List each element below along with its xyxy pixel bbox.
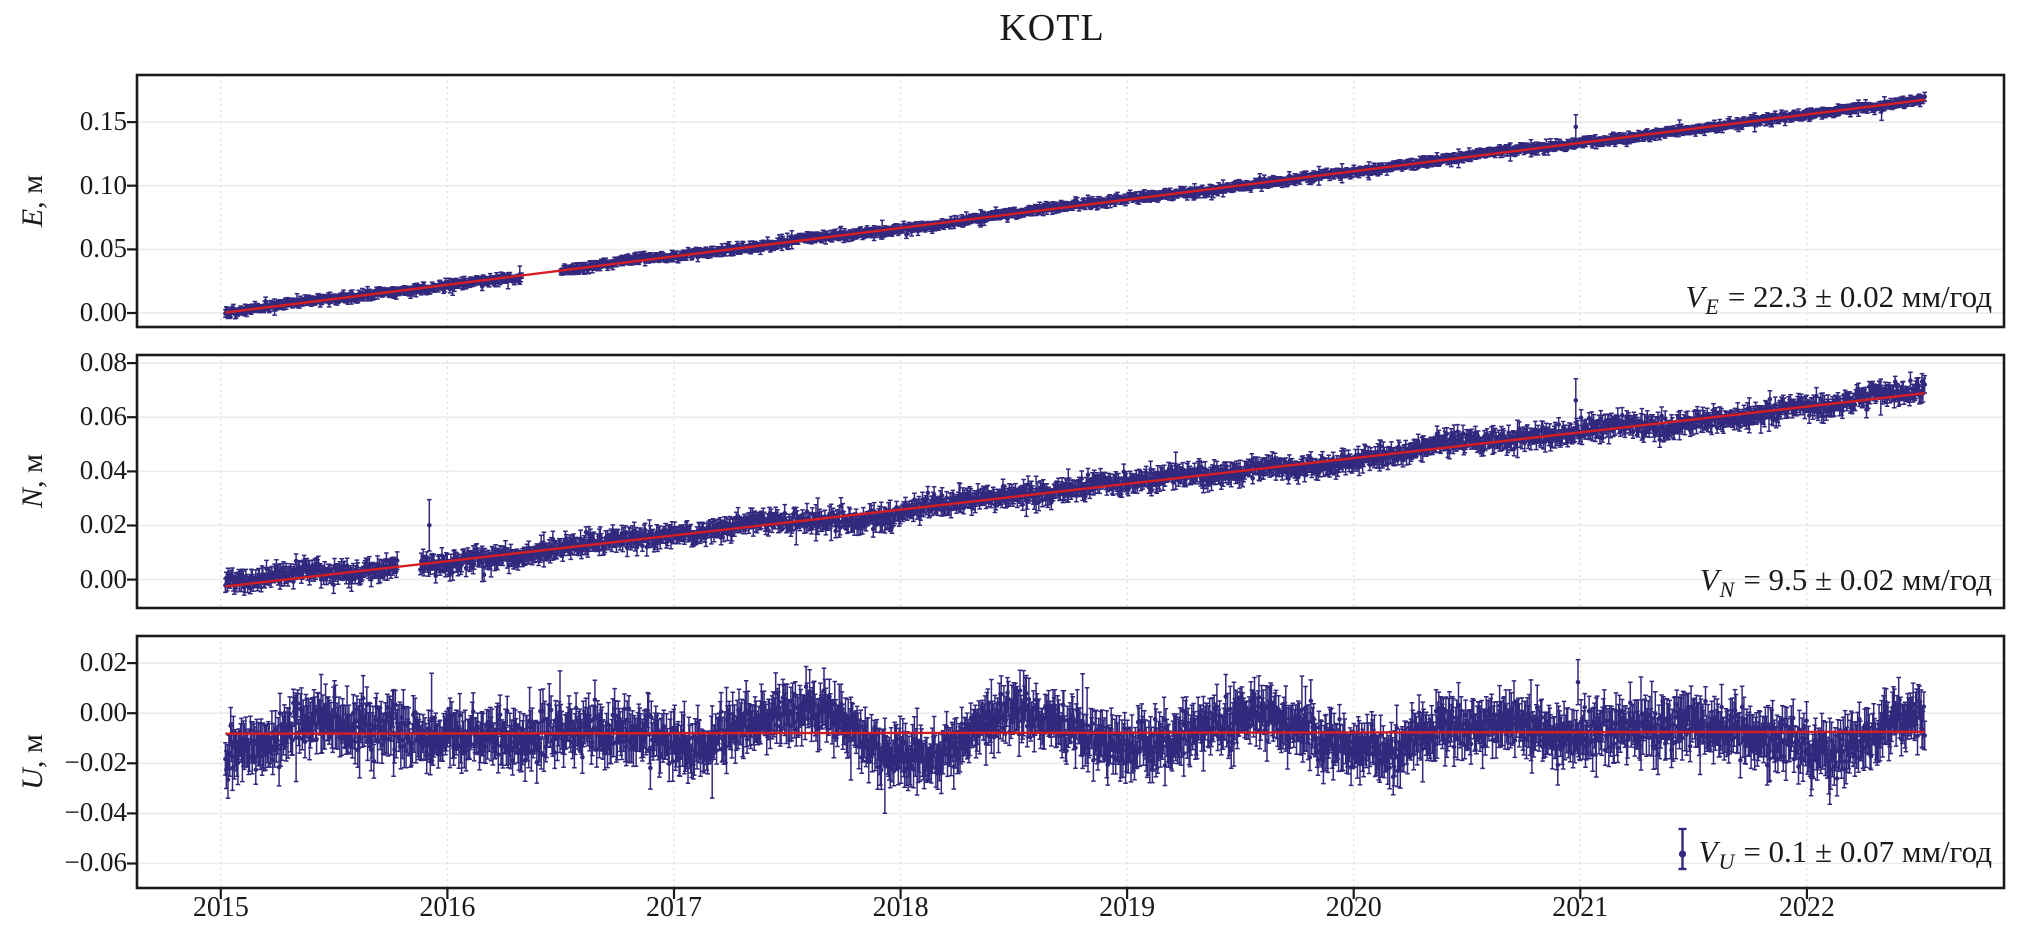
axis-letter: N	[16, 487, 49, 508]
axis-unit: , м	[16, 454, 49, 488]
velocity-sub: E	[1705, 294, 1719, 319]
velocity-value: = 22.3 ± 0.02 мм/год	[1727, 279, 1992, 314]
velocity-var: V	[1699, 562, 1719, 597]
velocity-sub: U	[1718, 849, 1735, 874]
velocity-value: = 9.5 ± 0.02 мм/год	[1743, 562, 1992, 597]
velocity-annotation-e: VE = 22.3 ± 0.02 мм/год	[1685, 279, 1992, 319]
axis-unit: , м	[16, 734, 49, 769]
velocity-annotation-n: VN = 9.5 ± 0.02 мм/год	[1699, 562, 1992, 602]
velocity-annotation-u: VU = 0.1 ± 0.07 мм/год	[1676, 826, 1992, 874]
velocity-var: V	[1698, 834, 1718, 869]
errorbar-marker-icon	[1678, 827, 1686, 871]
velocity-sub: N	[1719, 577, 1735, 602]
y-axis-label-u: U, м	[16, 734, 50, 790]
axis-unit: , м	[16, 174, 49, 209]
y-axis-label-e: E, м	[16, 175, 50, 227]
chart-title: KOTL	[999, 7, 1105, 49]
velocity-var: V	[1685, 279, 1705, 314]
velocity-value: = 0.1 ± 0.07 мм/год	[1743, 834, 1992, 869]
axis-letter: E	[16, 208, 49, 228]
axis-letter: U	[16, 768, 49, 790]
y-axis-label-n: N, м	[16, 454, 50, 508]
